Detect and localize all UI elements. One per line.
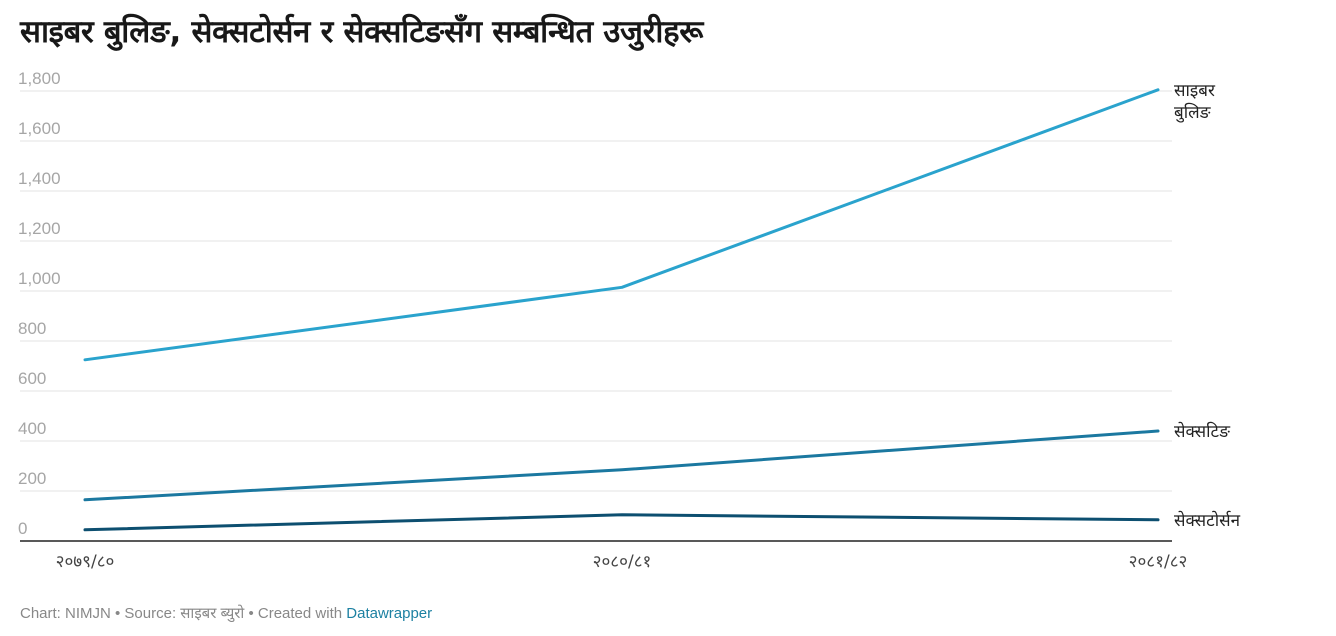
series-end-label: सेक्सटोर्सन	[1174, 510, 1241, 531]
x-tick-label: २०७९/८०	[56, 552, 115, 572]
y-tick-label: 200	[18, 469, 46, 488]
y-tick-label: 0	[18, 519, 27, 538]
y-tick-label: 1,400	[18, 169, 61, 188]
x-axis-ticks: २०७९/८० २०८०/८१ २०८१/८२	[56, 552, 1188, 572]
y-tick-label: 1,600	[18, 119, 61, 138]
series-lines	[83, 88, 1160, 532]
chart-footer: Chart: NIMJN • Source: साइबर ब्युरो • Cr…	[20, 603, 432, 623]
x-tick-label: २०८१/८२	[1129, 552, 1188, 572]
footer-credit: Chart: NIMJN • Source: साइबर ब्युरो • Cr…	[20, 605, 347, 622]
series-end-label: बुलिङ	[1174, 102, 1212, 123]
gridlines	[20, 90, 1172, 492]
y-tick-label: 1,800	[18, 69, 61, 88]
series-end-label: साइबर	[1174, 81, 1216, 101]
series-end-label: सेक्सटिङ	[1174, 421, 1231, 442]
x-tick-label: २०८०/८१	[593, 552, 652, 572]
chart-title: साइबर बुलिङ, सेक्सटोर्सन र सेक्सटिङसँग स…	[20, 14, 704, 50]
y-axis-ticks: 0 200 400 600 800 1,000 1,200 1,400 1,600 1,800	[18, 69, 61, 538]
series-line	[83, 88, 1160, 362]
y-tick-label: 800	[18, 319, 46, 338]
series-line	[83, 513, 1160, 532]
y-tick-label: 1,200	[18, 219, 61, 238]
series-line	[83, 429, 1160, 502]
y-tick-label: 1,000	[18, 269, 61, 288]
datawrapper-link[interactable]: Datawrapper	[346, 605, 433, 622]
y-tick-label: 400	[18, 419, 46, 438]
y-tick-label: 600	[18, 369, 46, 388]
